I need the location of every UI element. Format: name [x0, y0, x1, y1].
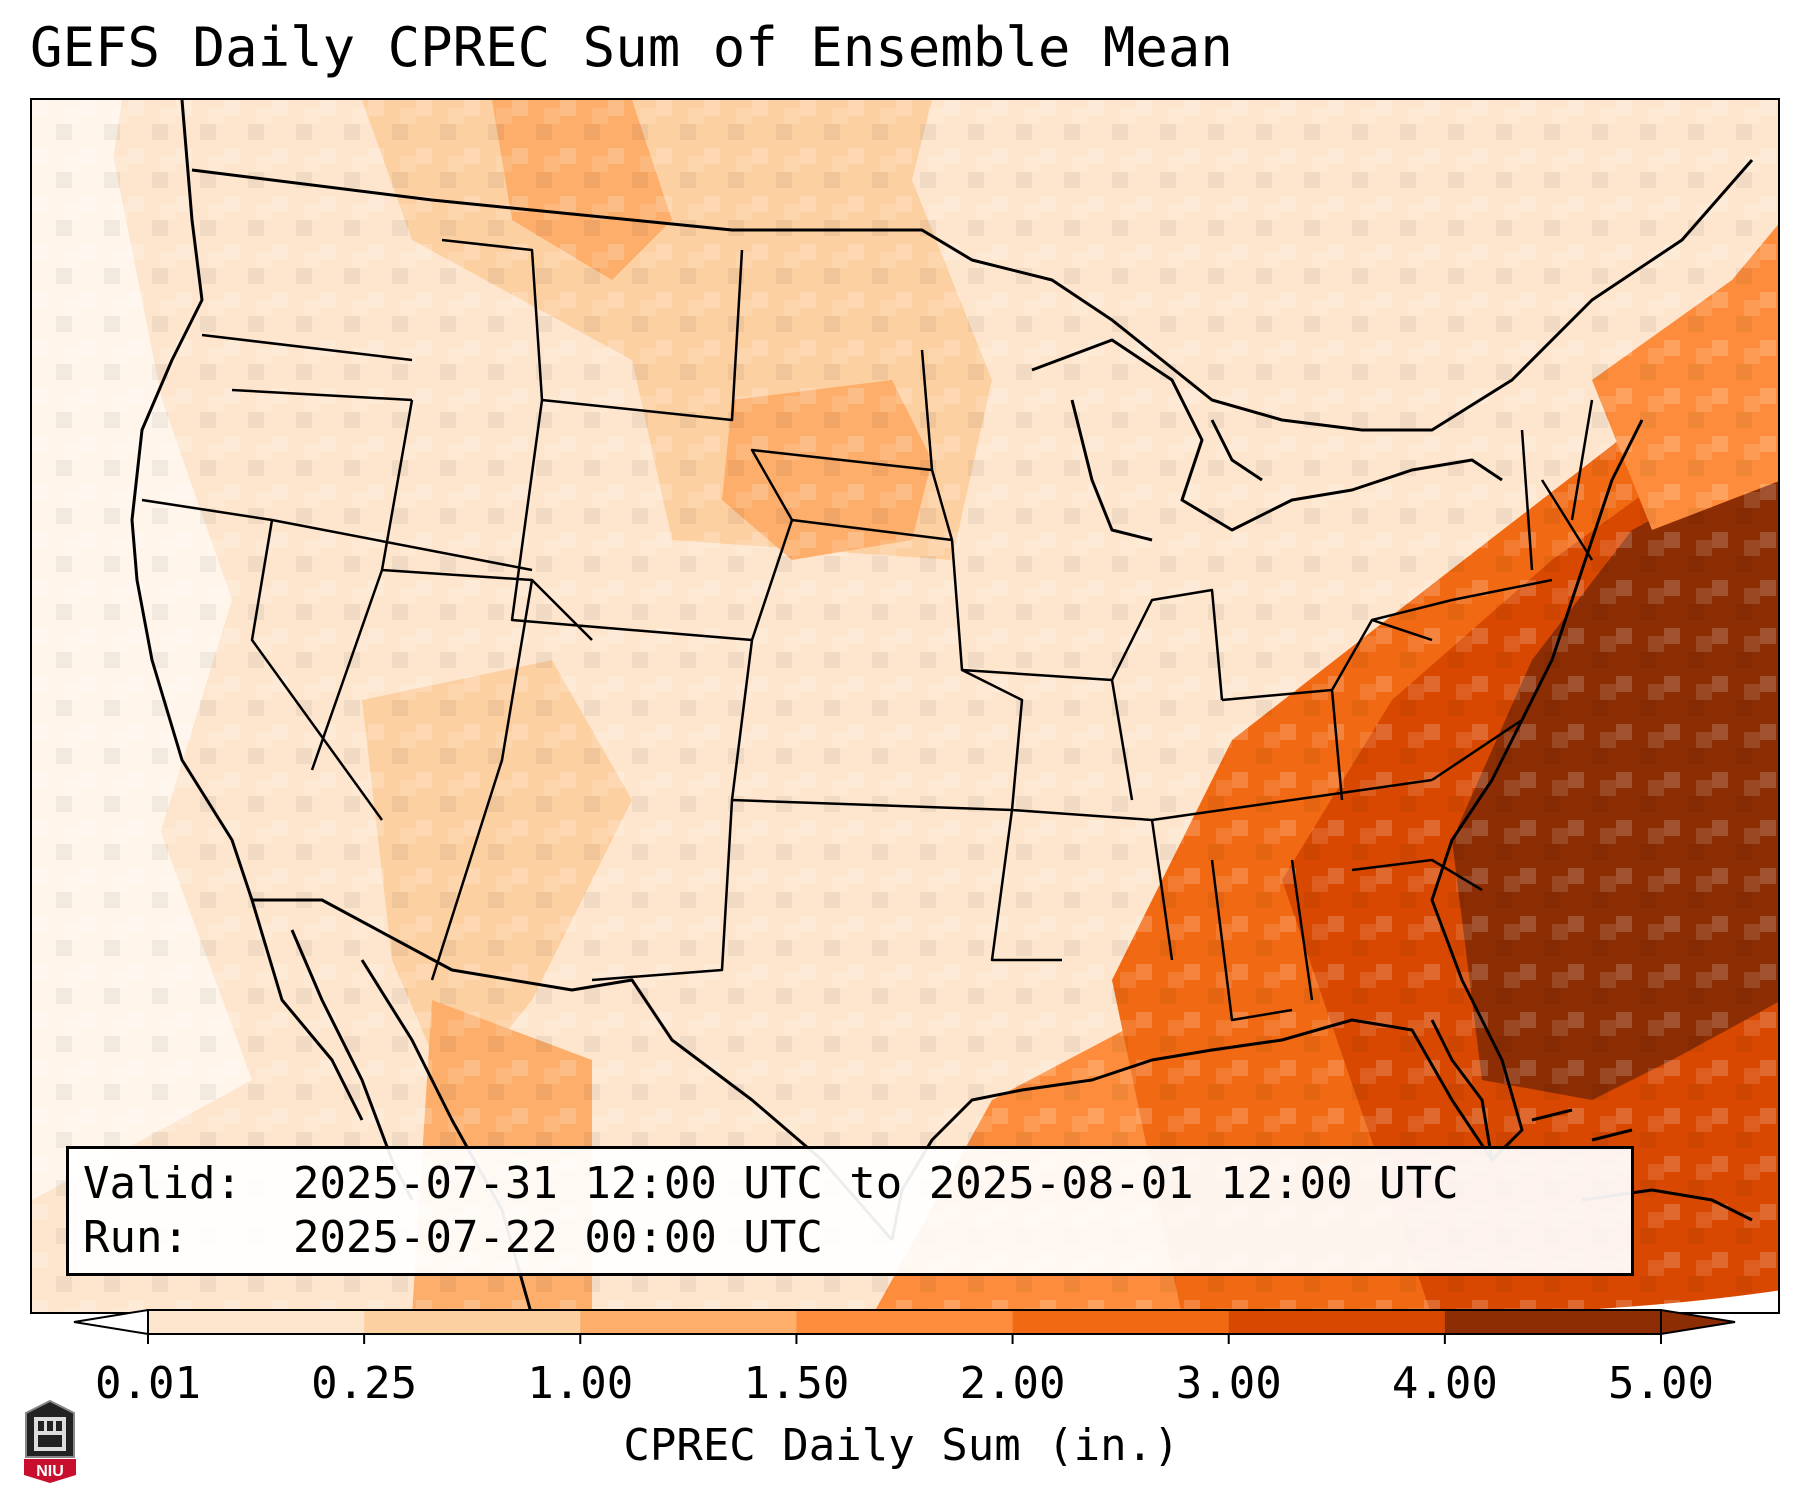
colorbar-tick-label: 3.00	[1175, 1358, 1282, 1409]
valid-line: Valid: 2025-07-31 12:00 UTC to 2025-08-01…	[83, 1157, 1631, 1211]
colorbar-tick-label: 1.00	[527, 1358, 634, 1409]
niu-logo: NIU	[24, 1399, 76, 1483]
run-label: Run:	[83, 1212, 189, 1263]
colorbar-segment	[1012, 1310, 1230, 1334]
colorbar-tick-label: 5.00	[1608, 1358, 1714, 1409]
colorbar-tick-label: 1.50	[743, 1358, 850, 1409]
precip-texture	[32, 100, 1778, 1312]
valid-run-info-box: Valid: 2025-07-31 12:00 UTC to 2025-08-01…	[66, 1146, 1634, 1276]
precip-map	[32, 100, 1778, 1312]
great-lakes	[1031, 338, 1503, 542]
precip-field	[32, 100, 1778, 1312]
run-value: 2025-07-22 00:00 UTC	[293, 1212, 823, 1263]
atlantic-coast	[1430, 419, 1644, 1162]
colorbar-segment	[796, 1310, 1014, 1334]
colorbar-tick-label: 2.00	[959, 1358, 1066, 1409]
colorbar-tick-label: 0.01	[95, 1358, 201, 1409]
colorbar-label: CPREC Daily Sum (in.)	[623, 1420, 1180, 1471]
colorbar-segment	[1228, 1310, 1446, 1334]
colorbar-segment	[364, 1310, 581, 1334]
colorbar-extend-low	[73, 1308, 149, 1336]
colorbar-segment	[580, 1310, 797, 1334]
mexico-border	[252, 898, 894, 1241]
projection-corner-edge	[1546, 1290, 1778, 1312]
valid-value: 2025-07-31 12:00 UTC to 2025-08-01 12:00…	[293, 1158, 1459, 1209]
colorbar-segment	[148, 1310, 365, 1334]
colorbar-frame	[147, 1309, 1662, 1335]
chart-title: GEFS Daily CPREC Sum of Ensemble Mean	[30, 16, 1233, 79]
state-lines	[141, 238, 1594, 1022]
colorbar-ticks	[147, 1334, 1662, 1344]
colorbar	[73, 1308, 1736, 1344]
colorbar-tick-label: 4.00	[1391, 1358, 1498, 1409]
run-line: Run: 2025-07-22 00:00 UTC	[83, 1211, 1631, 1265]
map-panel	[30, 98, 1780, 1314]
logo-text: NIU	[36, 1463, 64, 1480]
colorbar-segment	[1444, 1310, 1662, 1334]
canada-border	[191, 159, 1754, 432]
valid-label: Valid:	[83, 1158, 242, 1209]
colorbar-extend-high	[1660, 1308, 1736, 1336]
florida-peninsula	[1430, 1019, 1494, 1161]
colorbar-segments	[148, 1310, 1662, 1334]
colorbar-tick-label: 0.25	[311, 1358, 418, 1409]
us-coastline-west	[130, 100, 364, 1121]
